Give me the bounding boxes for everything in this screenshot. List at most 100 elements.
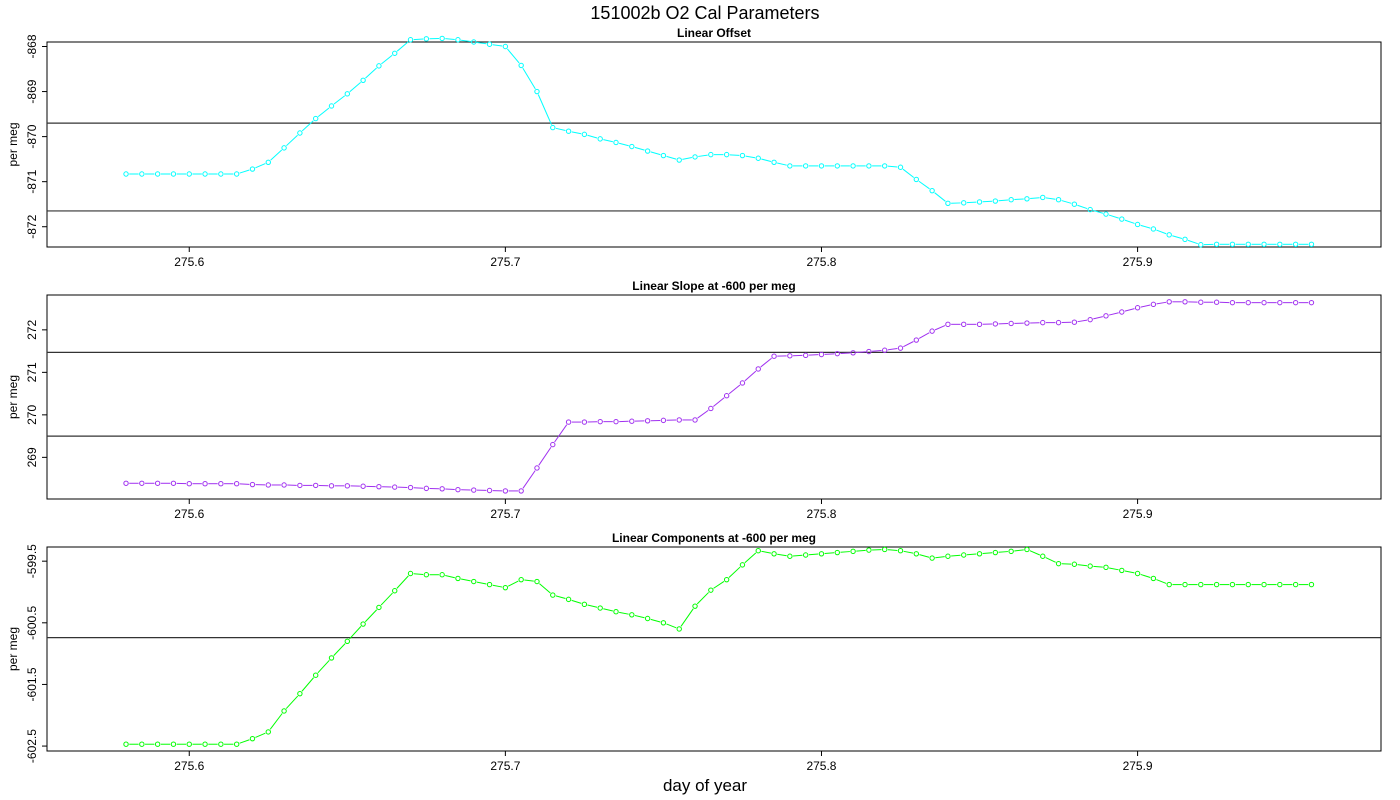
data-point xyxy=(1055,319,1062,326)
series-segment xyxy=(951,554,961,557)
series-segment xyxy=(333,643,346,656)
plot-frame xyxy=(46,546,1382,752)
data-point xyxy=(1119,309,1125,315)
series-segment xyxy=(840,551,850,553)
data-point xyxy=(518,62,524,69)
data-point xyxy=(676,417,682,423)
data-point xyxy=(692,154,698,160)
data-point xyxy=(708,405,714,412)
data-point xyxy=(866,547,872,553)
series-segment xyxy=(1030,197,1040,200)
data-point xyxy=(929,187,935,194)
data-point xyxy=(882,546,888,553)
data-point xyxy=(802,352,809,359)
series-segment xyxy=(728,384,741,395)
plot-frame xyxy=(46,294,1382,500)
series-segment xyxy=(903,341,914,348)
series-segment xyxy=(697,409,709,419)
data-point xyxy=(882,347,888,353)
series-segment xyxy=(966,201,977,204)
series-segment xyxy=(872,350,882,352)
series-segment xyxy=(522,67,536,90)
panel-title: Linear Offset xyxy=(677,26,751,40)
data-point xyxy=(771,353,777,359)
data-point xyxy=(1182,299,1188,305)
x-tick-label: 275.6 xyxy=(174,255,204,269)
data-point xyxy=(202,171,208,177)
data-point xyxy=(360,621,366,627)
series-segment xyxy=(824,353,835,355)
data-point xyxy=(1198,242,1204,248)
series-segment xyxy=(966,553,977,556)
series-segment xyxy=(840,352,850,354)
data-point xyxy=(1024,196,1030,202)
data-point xyxy=(692,603,698,609)
data-point xyxy=(154,741,161,747)
data-point xyxy=(233,741,240,747)
data-point xyxy=(1213,581,1220,588)
data-point xyxy=(787,353,793,359)
data-point xyxy=(581,419,588,425)
panel-title: Linear Slope at -600 per meg xyxy=(632,279,795,293)
data-point xyxy=(850,548,856,555)
data-point xyxy=(992,198,999,204)
series-segment xyxy=(650,618,661,623)
data-point xyxy=(613,139,619,146)
series-segment xyxy=(285,695,299,709)
series-segment xyxy=(634,146,645,151)
x-tick-label: 275.9 xyxy=(1123,759,1153,773)
series-segment xyxy=(982,552,993,555)
data-point xyxy=(360,77,366,83)
data-point xyxy=(723,393,730,399)
series-segment xyxy=(1029,550,1041,556)
panel-1: Linear Offset 275.6 275.7 275.8 275.9 -868 -86… xyxy=(6,26,1382,269)
data-point xyxy=(123,741,129,747)
data-point xyxy=(1308,299,1315,306)
series-segment xyxy=(887,348,898,351)
data-point xyxy=(976,199,983,205)
series-segment xyxy=(919,554,930,558)
series-segment xyxy=(522,470,536,489)
data-point xyxy=(644,148,651,154)
data-point xyxy=(597,136,603,142)
data-point xyxy=(423,572,430,578)
data-point xyxy=(312,672,319,678)
series-segment xyxy=(364,609,378,623)
data-point xyxy=(1134,305,1141,311)
data-point xyxy=(455,575,461,582)
y-tick-label: -870 xyxy=(25,124,39,148)
series-segment xyxy=(476,41,487,45)
data-point xyxy=(1213,241,1220,247)
y-axis-label: per meg xyxy=(6,627,20,671)
series-segment xyxy=(618,142,629,147)
data-point xyxy=(297,690,303,697)
data-point xyxy=(471,39,477,45)
data-point xyxy=(376,604,382,611)
y-axis-label: per meg xyxy=(6,375,20,419)
data-point xyxy=(297,482,303,489)
series-segment xyxy=(333,95,346,105)
data-point xyxy=(660,152,667,159)
data-point xyxy=(186,171,192,177)
data-point xyxy=(502,584,509,591)
series-segment xyxy=(492,584,503,588)
data-point xyxy=(945,553,951,559)
data-point xyxy=(850,350,856,356)
data-point xyxy=(771,551,777,557)
series-segment xyxy=(317,107,330,117)
data-point xyxy=(1182,581,1188,588)
data-point xyxy=(139,480,145,486)
data-point xyxy=(1166,232,1172,238)
data-point xyxy=(1229,299,1236,306)
data-point xyxy=(1198,299,1204,305)
data-point xyxy=(897,164,904,170)
data-point xyxy=(597,418,603,425)
y-tick-label: -871 xyxy=(25,169,39,193)
series-segment xyxy=(619,611,629,615)
data-point xyxy=(1277,581,1283,588)
series-segment xyxy=(445,38,455,40)
data-point xyxy=(502,488,509,494)
data-point xyxy=(723,576,730,583)
data-point xyxy=(518,576,524,583)
data-point xyxy=(992,549,999,556)
